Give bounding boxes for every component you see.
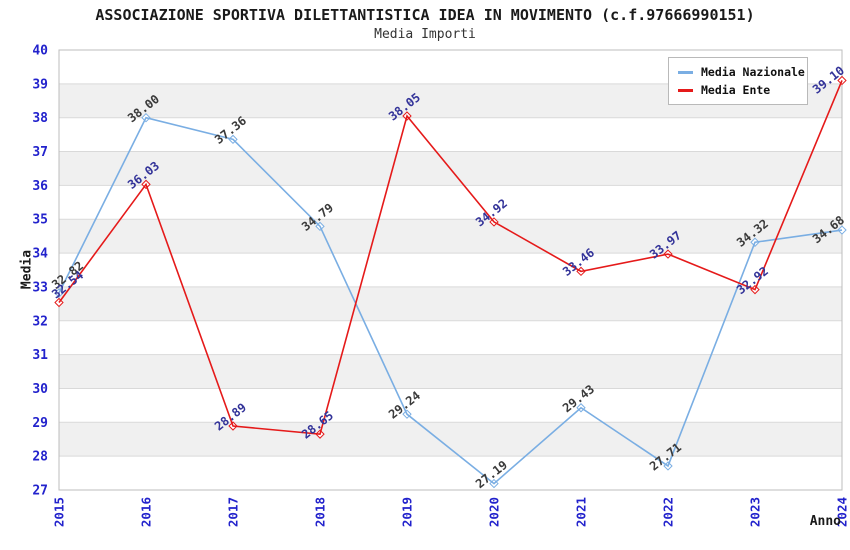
y-tick-label: 34 [32, 247, 48, 262]
series-line-media-ente [58, 80, 843, 436]
chart-subtitle: Media Importi [374, 27, 476, 42]
y-tick-label: 33 [32, 280, 48, 295]
plot-band [59, 286, 842, 321]
x-tick-label: 2018 [313, 497, 328, 527]
plot-band [59, 354, 842, 389]
y-tick-label: 35 [32, 213, 48, 228]
x-tick-label: 2017 [226, 497, 241, 527]
x-tick-label: 2021 [574, 497, 589, 527]
x-tick-label: 2015 [52, 497, 67, 527]
plot-border [58, 49, 843, 491]
series-line-media-nazionale [58, 116, 843, 485]
y-tick-label: 39 [32, 77, 48, 92]
chart-title: ASSOCIAZIONE SPORTIVA DILETTANTISTICA ID… [95, 6, 755, 24]
data-point-label: 37.36 [212, 114, 249, 147]
x-tick-label: 2019 [400, 497, 415, 527]
y-tick-label: 32 [32, 314, 48, 329]
y-tick-label: 36 [32, 179, 48, 194]
y-tick-label: 31 [32, 348, 48, 363]
legend-label-media-ente: Media Ente [701, 83, 771, 97]
y-tick-label: 30 [32, 382, 48, 397]
legend: Media Nazionale Media Ente [668, 57, 808, 105]
legend-label-media-nazionale: Media Nazionale [701, 65, 805, 79]
y-tick-label: 29 [32, 416, 48, 431]
y-tick-label: 38 [32, 111, 48, 126]
x-tick-label: 2022 [661, 497, 676, 527]
y-tick-label: 37 [32, 145, 48, 160]
legend-swatch-media-nazionale-icon [678, 70, 693, 74]
x-tick-label: 2016 [139, 497, 154, 527]
y-tick-label: 27 [32, 484, 48, 499]
plot-band [59, 422, 842, 457]
legend-swatch-media-ente-icon [678, 88, 693, 92]
y-tick-label: 40 [32, 44, 48, 59]
plot-band [59, 219, 842, 254]
legend-item-media-ente: Media Ente [678, 81, 799, 99]
x-tick-label: 2020 [487, 497, 502, 527]
x-axis-title: Anno [809, 514, 841, 529]
data-point-label: 29.24 [386, 388, 423, 421]
legend-item-media-nazionale: Media Nazionale [678, 63, 805, 81]
y-tick-label: 28 [32, 450, 48, 465]
x-tick-label: 2024 [835, 497, 850, 527]
y-axis-title: Media [19, 249, 35, 290]
x-tick-label: 2023 [748, 497, 763, 527]
data-point-marker [837, 75, 847, 86]
